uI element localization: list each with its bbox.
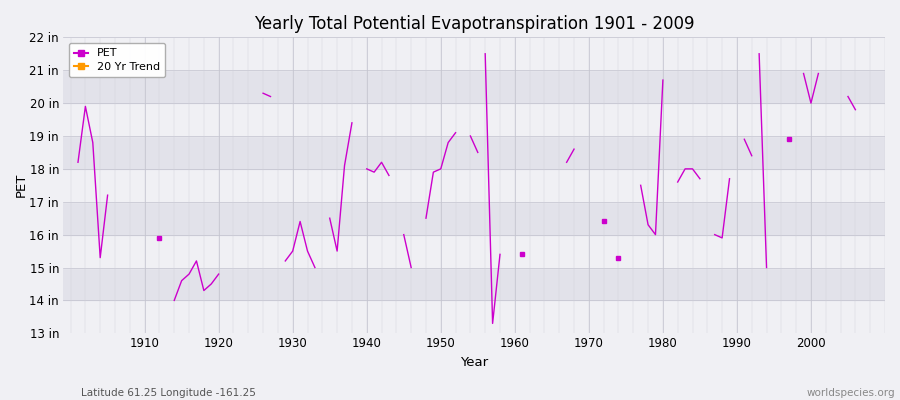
Bar (63, 37, 885, 70)
Bar (63, 70, 885, 103)
Bar (63, 103, 885, 136)
Text: Latitude 61.25 Longitude -161.25: Latitude 61.25 Longitude -161.25 (81, 388, 256, 398)
Bar (63, 268, 885, 300)
Bar (63, 136, 885, 169)
Y-axis label: PET: PET (15, 173, 28, 198)
Text: worldspecies.org: worldspecies.org (807, 388, 896, 398)
Bar (63, 235, 885, 268)
Title: Yearly Total Potential Evapotranspiration 1901 - 2009: Yearly Total Potential Evapotranspiratio… (254, 15, 694, 33)
Legend: PET, 20 Yr Trend: PET, 20 Yr Trend (68, 43, 166, 77)
Bar (63, 169, 885, 202)
Bar (63, 202, 885, 235)
Bar (63, 300, 885, 333)
X-axis label: Year: Year (460, 356, 488, 369)
